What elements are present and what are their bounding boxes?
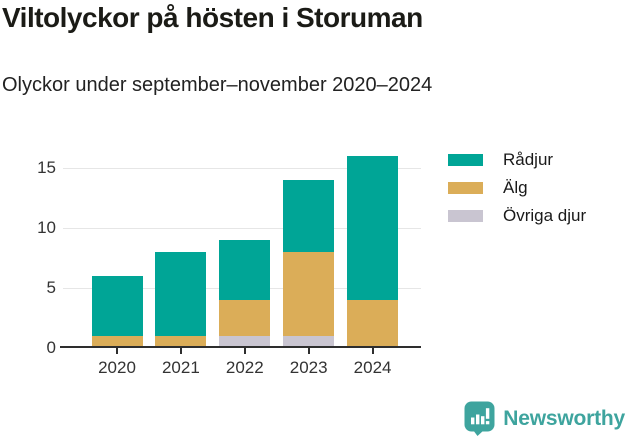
newsworthy-logo: Newsworthy <box>464 401 625 436</box>
legend-swatch-alg <box>448 182 483 194</box>
bar-segment-2020 <box>91 276 143 337</box>
legend-label-radjur: Rådjur <box>503 150 554 169</box>
y-axis-tick-label: 0 <box>46 338 56 357</box>
bar-segment-2021 <box>155 252 207 337</box>
x-axis-line <box>60 346 421 348</box>
legend-item-radjur: Rådjur <box>448 146 586 174</box>
x-axis-tick <box>307 348 310 354</box>
newsworthy-speech-bubble-bar-chart-icon <box>464 401 495 436</box>
gridline-y-15 <box>63 167 421 169</box>
x-axis-tick <box>243 348 246 354</box>
chart-subtitle: Olyckor under september–november 2020–20… <box>2 74 433 96</box>
legend-label-alg: Älg <box>503 178 528 197</box>
bar-segment-2023 <box>283 252 335 337</box>
bar-segment-2020 <box>91 336 143 348</box>
chart-title: Viltolyckor på hösten i Storuman <box>2 2 423 33</box>
bar-segment-2024 <box>347 300 399 348</box>
bar-segment-2024 <box>347 156 399 301</box>
legend-item-ovriga-djur: Övriga djur <box>448 202 586 230</box>
bar-segment-2022 <box>219 240 271 301</box>
y-axis-tick-label: 10 <box>37 218 56 238</box>
y-axis-tick-label: 5 <box>46 278 56 298</box>
bar-segment-2023 <box>283 336 335 348</box>
bar-segment-2021 <box>155 336 207 348</box>
gridline-y-10 <box>63 227 421 229</box>
newsworthy-logo-text: Newsworthy <box>503 406 625 430</box>
legend: Rådjur Älg Övriga djur <box>448 146 586 230</box>
x-axis-tick-label: 2022 <box>225 358 264 377</box>
y-axis-tick-label: 15 <box>37 158 56 178</box>
bar-segment-2023 <box>283 180 335 253</box>
x-axis-tick <box>371 348 374 354</box>
legend-swatch-ovriga-djur <box>448 210 483 222</box>
legend-item-alg: Älg <box>448 174 586 202</box>
x-axis-tick <box>116 348 118 354</box>
bar-segment-2022 <box>219 300 271 337</box>
x-axis-tick-label: 2023 <box>289 358 328 377</box>
legend-swatch-radjur <box>448 154 483 166</box>
x-axis-tick-label: 2020 <box>98 358 136 377</box>
x-axis-tick-label: 2024 <box>353 358 392 377</box>
x-axis-tick-label: 2021 <box>161 358 200 377</box>
legend-label-ovriga-djur: Övriga djur <box>503 206 587 225</box>
x-axis-tick <box>179 348 182 354</box>
bar-segment-2022 <box>219 336 271 348</box>
